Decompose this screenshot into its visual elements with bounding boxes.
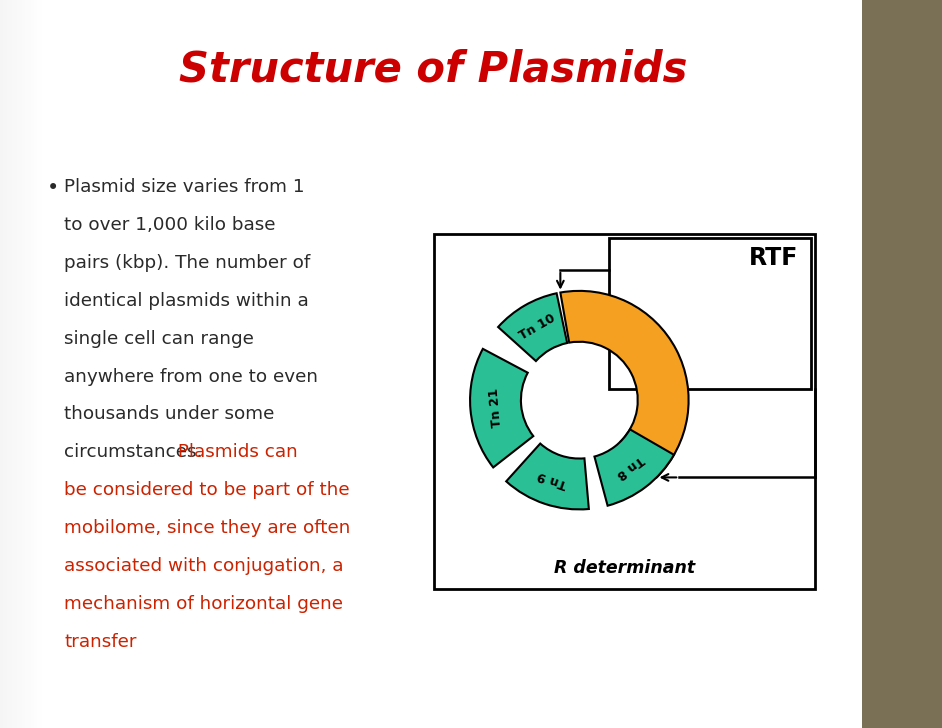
Text: pairs (kbp). The number of: pairs (kbp). The number of: [64, 254, 310, 272]
Bar: [5, 0, 7, 728]
Text: •: •: [47, 178, 59, 198]
Bar: [13, 0, 15, 728]
Text: to over 1,000 kilo base: to over 1,000 kilo base: [64, 216, 276, 234]
Bar: [12, 0, 13, 728]
Wedge shape: [594, 430, 674, 506]
Bar: [36, 0, 38, 728]
Bar: [27, 0, 29, 728]
Bar: [7, 0, 8, 728]
Text: transfer: transfer: [64, 633, 137, 651]
Bar: [8, 0, 10, 728]
Text: associated with conjugation, a: associated with conjugation, a: [64, 557, 344, 575]
Text: Tn 10: Tn 10: [517, 312, 558, 343]
Text: anywhere from one to even: anywhere from one to even: [64, 368, 318, 386]
Bar: [32, 0, 34, 728]
Wedge shape: [506, 443, 589, 510]
Bar: [609, 238, 811, 389]
Bar: [21, 0, 22, 728]
Bar: [39, 0, 41, 728]
Text: Tn 9: Tn 9: [535, 468, 569, 491]
Text: Tn 21: Tn 21: [488, 387, 504, 427]
Text: identical plasmids within a: identical plasmids within a: [64, 292, 309, 310]
Text: mobilome, since they are often: mobilome, since they are often: [64, 519, 350, 537]
Text: R determinant: R determinant: [554, 559, 695, 577]
Bar: [15, 0, 17, 728]
Bar: [2, 0, 4, 728]
Text: Plasmids can: Plasmids can: [172, 443, 298, 462]
Bar: [10, 0, 12, 728]
Bar: [0, 0, 2, 728]
Bar: [22, 0, 24, 728]
Text: thousands under some: thousands under some: [64, 405, 274, 424]
Wedge shape: [560, 291, 689, 478]
Bar: [30, 0, 32, 728]
Text: Tn 8: Tn 8: [613, 453, 646, 481]
Text: be considered to be part of the: be considered to be part of the: [64, 481, 349, 499]
Wedge shape: [498, 293, 567, 361]
Bar: [41, 0, 42, 728]
Bar: [17, 0, 19, 728]
Bar: [25, 0, 27, 728]
Bar: [38, 0, 39, 728]
Wedge shape: [470, 349, 533, 467]
Text: Structure of Plasmids: Structure of Plasmids: [179, 48, 688, 90]
Text: RTF: RTF: [749, 245, 798, 269]
Text: single cell can range: single cell can range: [64, 330, 254, 348]
Text: mechanism of horizontal gene: mechanism of horizontal gene: [64, 595, 343, 613]
Bar: [19, 0, 21, 728]
Bar: [862, 0, 942, 728]
Bar: [29, 0, 30, 728]
Text: circumstances.: circumstances.: [64, 443, 203, 462]
Text: Plasmid size varies from 1: Plasmid size varies from 1: [64, 178, 304, 197]
Bar: [24, 0, 25, 728]
Bar: [34, 0, 36, 728]
Bar: [4, 0, 5, 728]
